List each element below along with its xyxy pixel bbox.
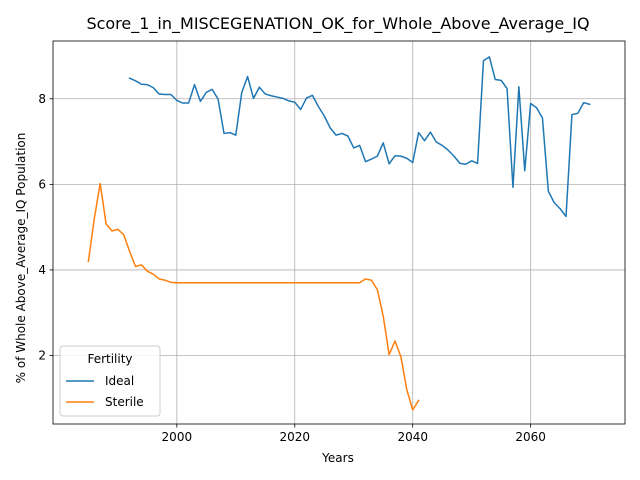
y-tick-label: 2 — [38, 349, 46, 363]
x-tick-label: 2000 — [162, 430, 193, 444]
plot-area — [87, 56, 591, 411]
y-tick-label: 4 — [38, 263, 46, 277]
y-tick-label: 8 — [38, 92, 46, 106]
x-axis-label: Years — [321, 451, 354, 465]
series-line-sterile — [87, 182, 420, 411]
legend-box — [59, 345, 161, 417]
y-axis: 2 4 6 8 — [38, 92, 53, 363]
legend-title: Fertility — [87, 352, 132, 366]
x-tick-label: 2040 — [397, 430, 428, 444]
chart-title: Score_1_in_MISCEGENATION_OK_for_Whole_Ab… — [86, 14, 589, 34]
y-tick-label: 6 — [38, 177, 46, 191]
x-tick-label: 2060 — [515, 430, 546, 444]
legend-label-ideal: Ideal — [105, 374, 134, 388]
series-line-ideal — [128, 56, 591, 218]
legend: Fertility Ideal Sterile — [59, 345, 161, 417]
y-axis-label: % of Whole Above_Average_IQ Population — [14, 133, 28, 384]
x-tick-label: 2020 — [279, 430, 310, 444]
legend-label-sterile: Sterile — [105, 395, 144, 409]
x-axis: 2000 2020 2040 2060 — [162, 424, 546, 444]
axes-frame — [52, 40, 626, 425]
